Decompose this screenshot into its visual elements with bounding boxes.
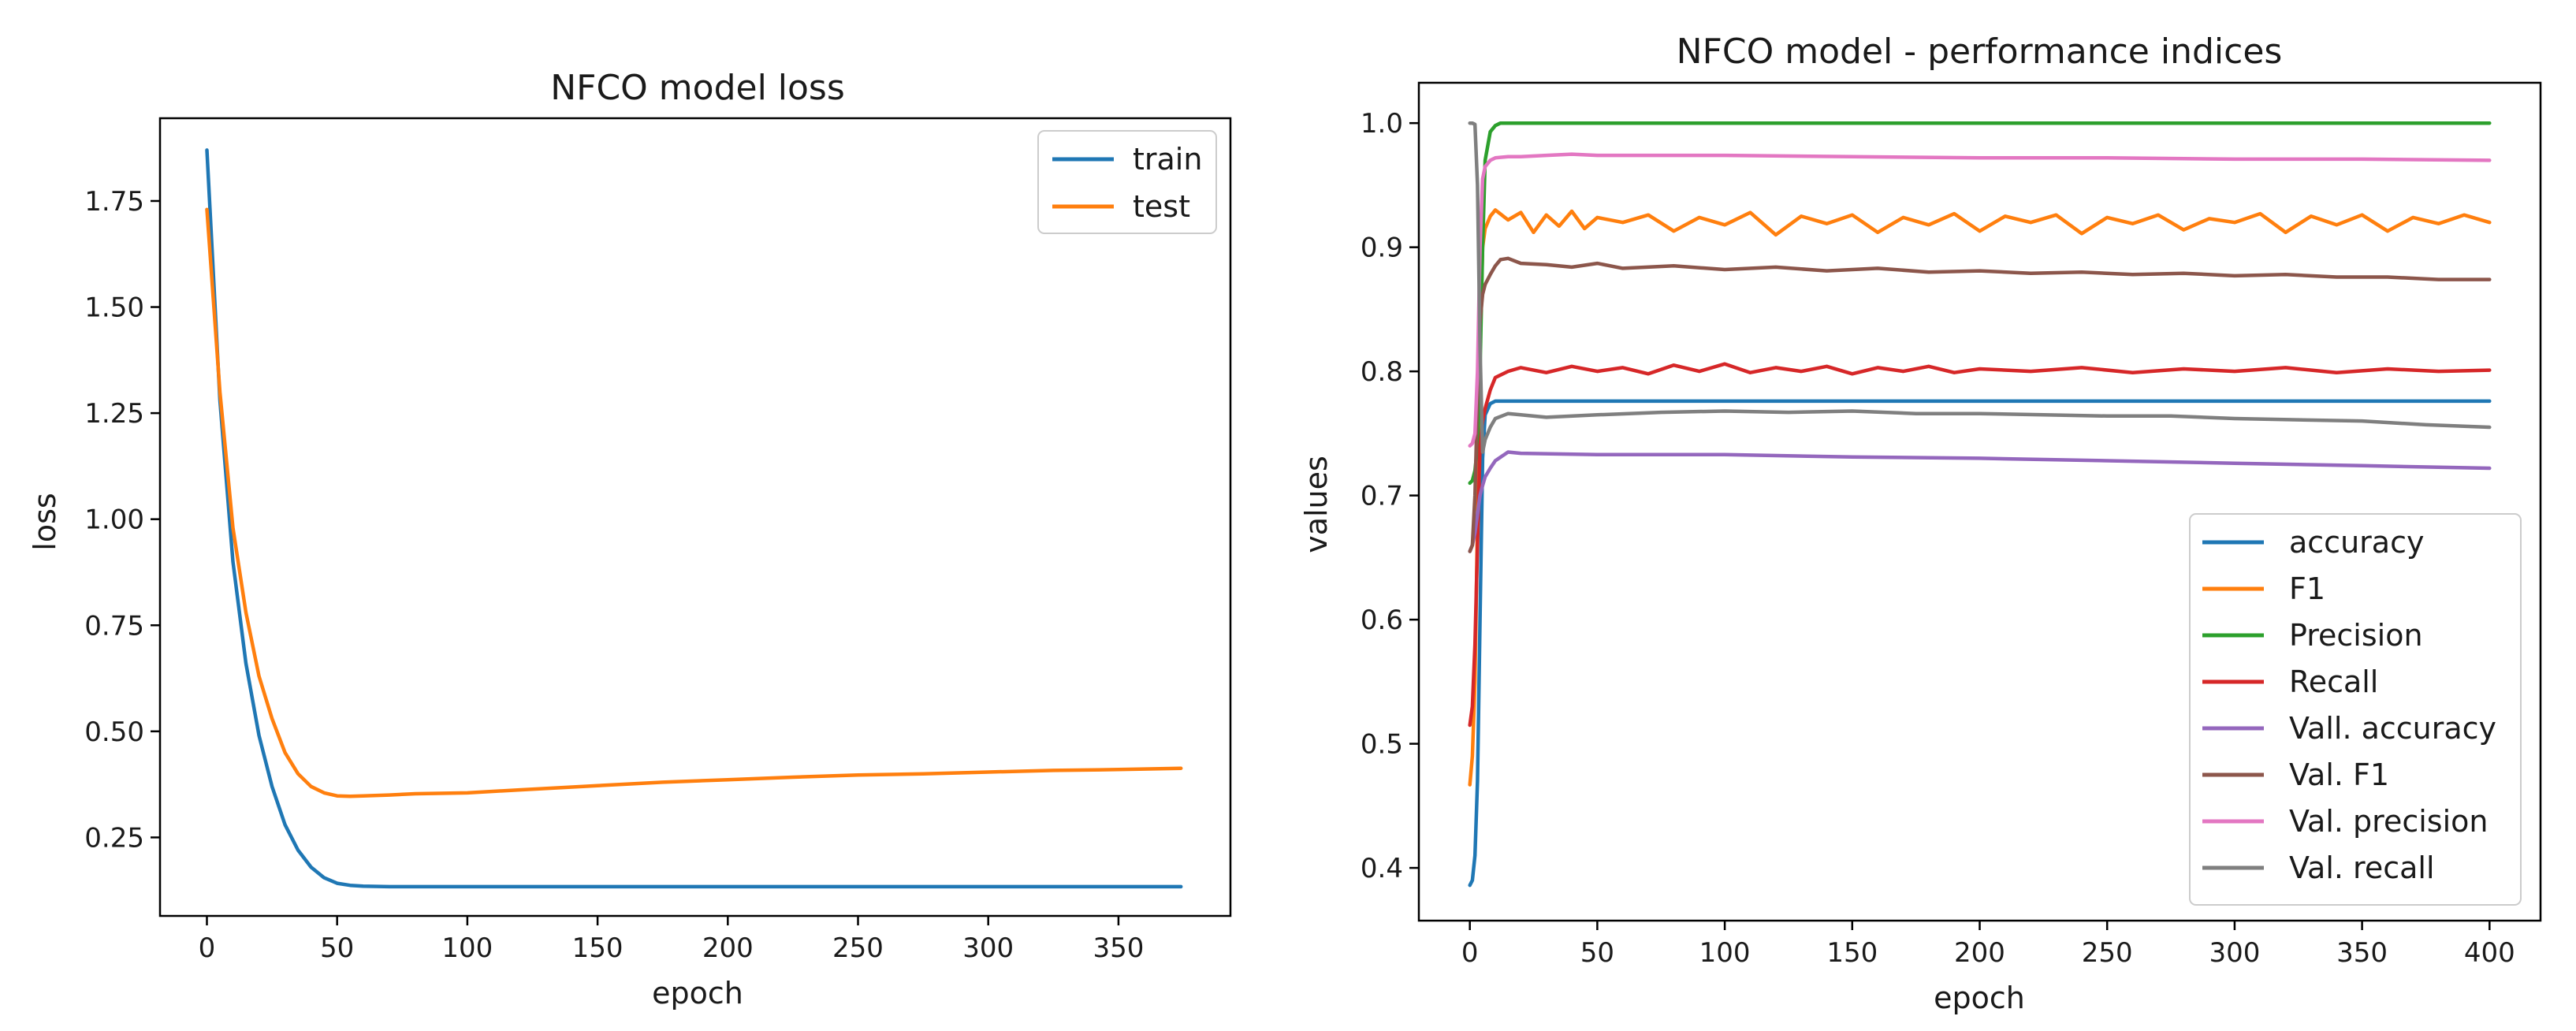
- performance-chart-plot-area: [1468, 121, 2492, 888]
- legend-label-vall-accuracy: Vall. accuracy: [2289, 711, 2496, 746]
- y-tick-label: 0.6: [1361, 605, 1403, 636]
- x-tick-label: 150: [572, 932, 624, 964]
- legend-label-f1: F1: [2289, 571, 2325, 606]
- performance-chart-frame: [1417, 81, 2542, 922]
- performance-chart-xlabel: epoch: [1934, 981, 2025, 1015]
- y-tick-label: 1.0: [1361, 108, 1403, 140]
- legend-label-accuracy: accuracy: [2289, 525, 2424, 560]
- legend-label-recall: Recall: [2289, 664, 2378, 699]
- y-tick-label: 0.7: [1361, 481, 1403, 512]
- y-tick-label: 0.9: [1361, 233, 1403, 264]
- x-tick-label: 350: [2336, 937, 2388, 969]
- x-tick-label: 200: [1954, 937, 2005, 969]
- series-line-val-f1: [1468, 256, 2492, 553]
- loss-chart-ylabel: loss: [28, 493, 62, 550]
- series-line-recall: [1468, 362, 2492, 728]
- loss-chart: NFCO model loss epoch loss 0 50 100 150 200 2…: [28, 68, 1232, 1011]
- x-tick-label: 400: [2464, 937, 2515, 969]
- performance-chart-title: NFCO model - performance indices: [1677, 32, 2283, 72]
- x-tick-label: 300: [2209, 937, 2260, 969]
- y-tick-label: 0.8: [1361, 356, 1403, 388]
- legend-label-val-recall: Val. recall: [2289, 850, 2435, 885]
- series-line-test: [205, 207, 1183, 798]
- loss-chart-ticks: 0 50 100 150 200 250 300 350 0.25 0.50 0.75 1.00 1.2…: [84, 186, 1144, 964]
- legend-label-val-f1: Val. F1: [2289, 757, 2389, 792]
- legend-label-precision: Precision: [2289, 618, 2423, 653]
- y-tick-label: 1.50: [84, 292, 144, 324]
- performance-chart-legend-box: [2189, 513, 2522, 906]
- loss-chart-legend: train test: [1037, 130, 1217, 234]
- performance-chart-legend: accuracy F1 Precision Recall Vall. accur…: [2189, 513, 2522, 906]
- x-tick-label: 300: [962, 932, 1014, 964]
- x-tick-label: 50: [320, 932, 354, 964]
- series-line-accuracy: [1468, 399, 2492, 888]
- x-tick-label: 100: [1699, 937, 1751, 969]
- y-tick-label: 1.00: [84, 504, 144, 536]
- y-tick-label: 0.4: [1361, 853, 1403, 884]
- y-tick-label: 0.5: [1361, 729, 1403, 761]
- series-line-train: [205, 148, 1183, 889]
- legend-label-train: train: [1133, 142, 1202, 177]
- x-tick-label: 0: [199, 932, 216, 964]
- loss-chart-title: NFCO model loss: [550, 68, 845, 108]
- loss-chart-lines: [205, 148, 1183, 889]
- y-tick-label: 0.50: [84, 716, 144, 748]
- x-tick-label: 150: [1826, 937, 1878, 969]
- series-line-val-recall: [1468, 121, 2492, 454]
- performance-chart-lines: [1468, 121, 2492, 888]
- x-tick-label: 250: [2082, 937, 2133, 969]
- legend-label-val-precision: Val. precision: [2289, 804, 2488, 839]
- performance-chart: NFCO model - performance indices epoch v…: [1299, 32, 2542, 1015]
- series-line-vall-accuracy: [1468, 450, 2492, 553]
- series-line-f1: [1468, 208, 2492, 787]
- x-tick-label: 0: [1461, 937, 1479, 969]
- y-tick-label: 0.25: [84, 822, 144, 854]
- legend-label-test: test: [1133, 189, 1190, 224]
- performance-chart-ylabel: values: [1299, 456, 1334, 553]
- loss-chart-plot-area: [205, 148, 1183, 889]
- loss-chart-frame: [158, 117, 1232, 917]
- loss-chart-xlabel: epoch: [652, 976, 743, 1011]
- series-line-precision: [1468, 121, 2492, 486]
- x-tick-label: 250: [832, 932, 884, 964]
- x-tick-label: 100: [441, 932, 493, 964]
- x-tick-label: 200: [702, 932, 754, 964]
- y-tick-label: 1.25: [84, 398, 144, 430]
- y-tick-label: 0.75: [84, 610, 144, 642]
- performance-chart-ticks: 0 50 100 150 200 250 300 350 400 0.4 0.5 0.6 0.7 0.8 0…: [1361, 108, 2515, 969]
- y-tick-label: 1.75: [84, 186, 144, 218]
- x-tick-label: 350: [1093, 932, 1144, 964]
- x-tick-label: 50: [1580, 937, 1614, 969]
